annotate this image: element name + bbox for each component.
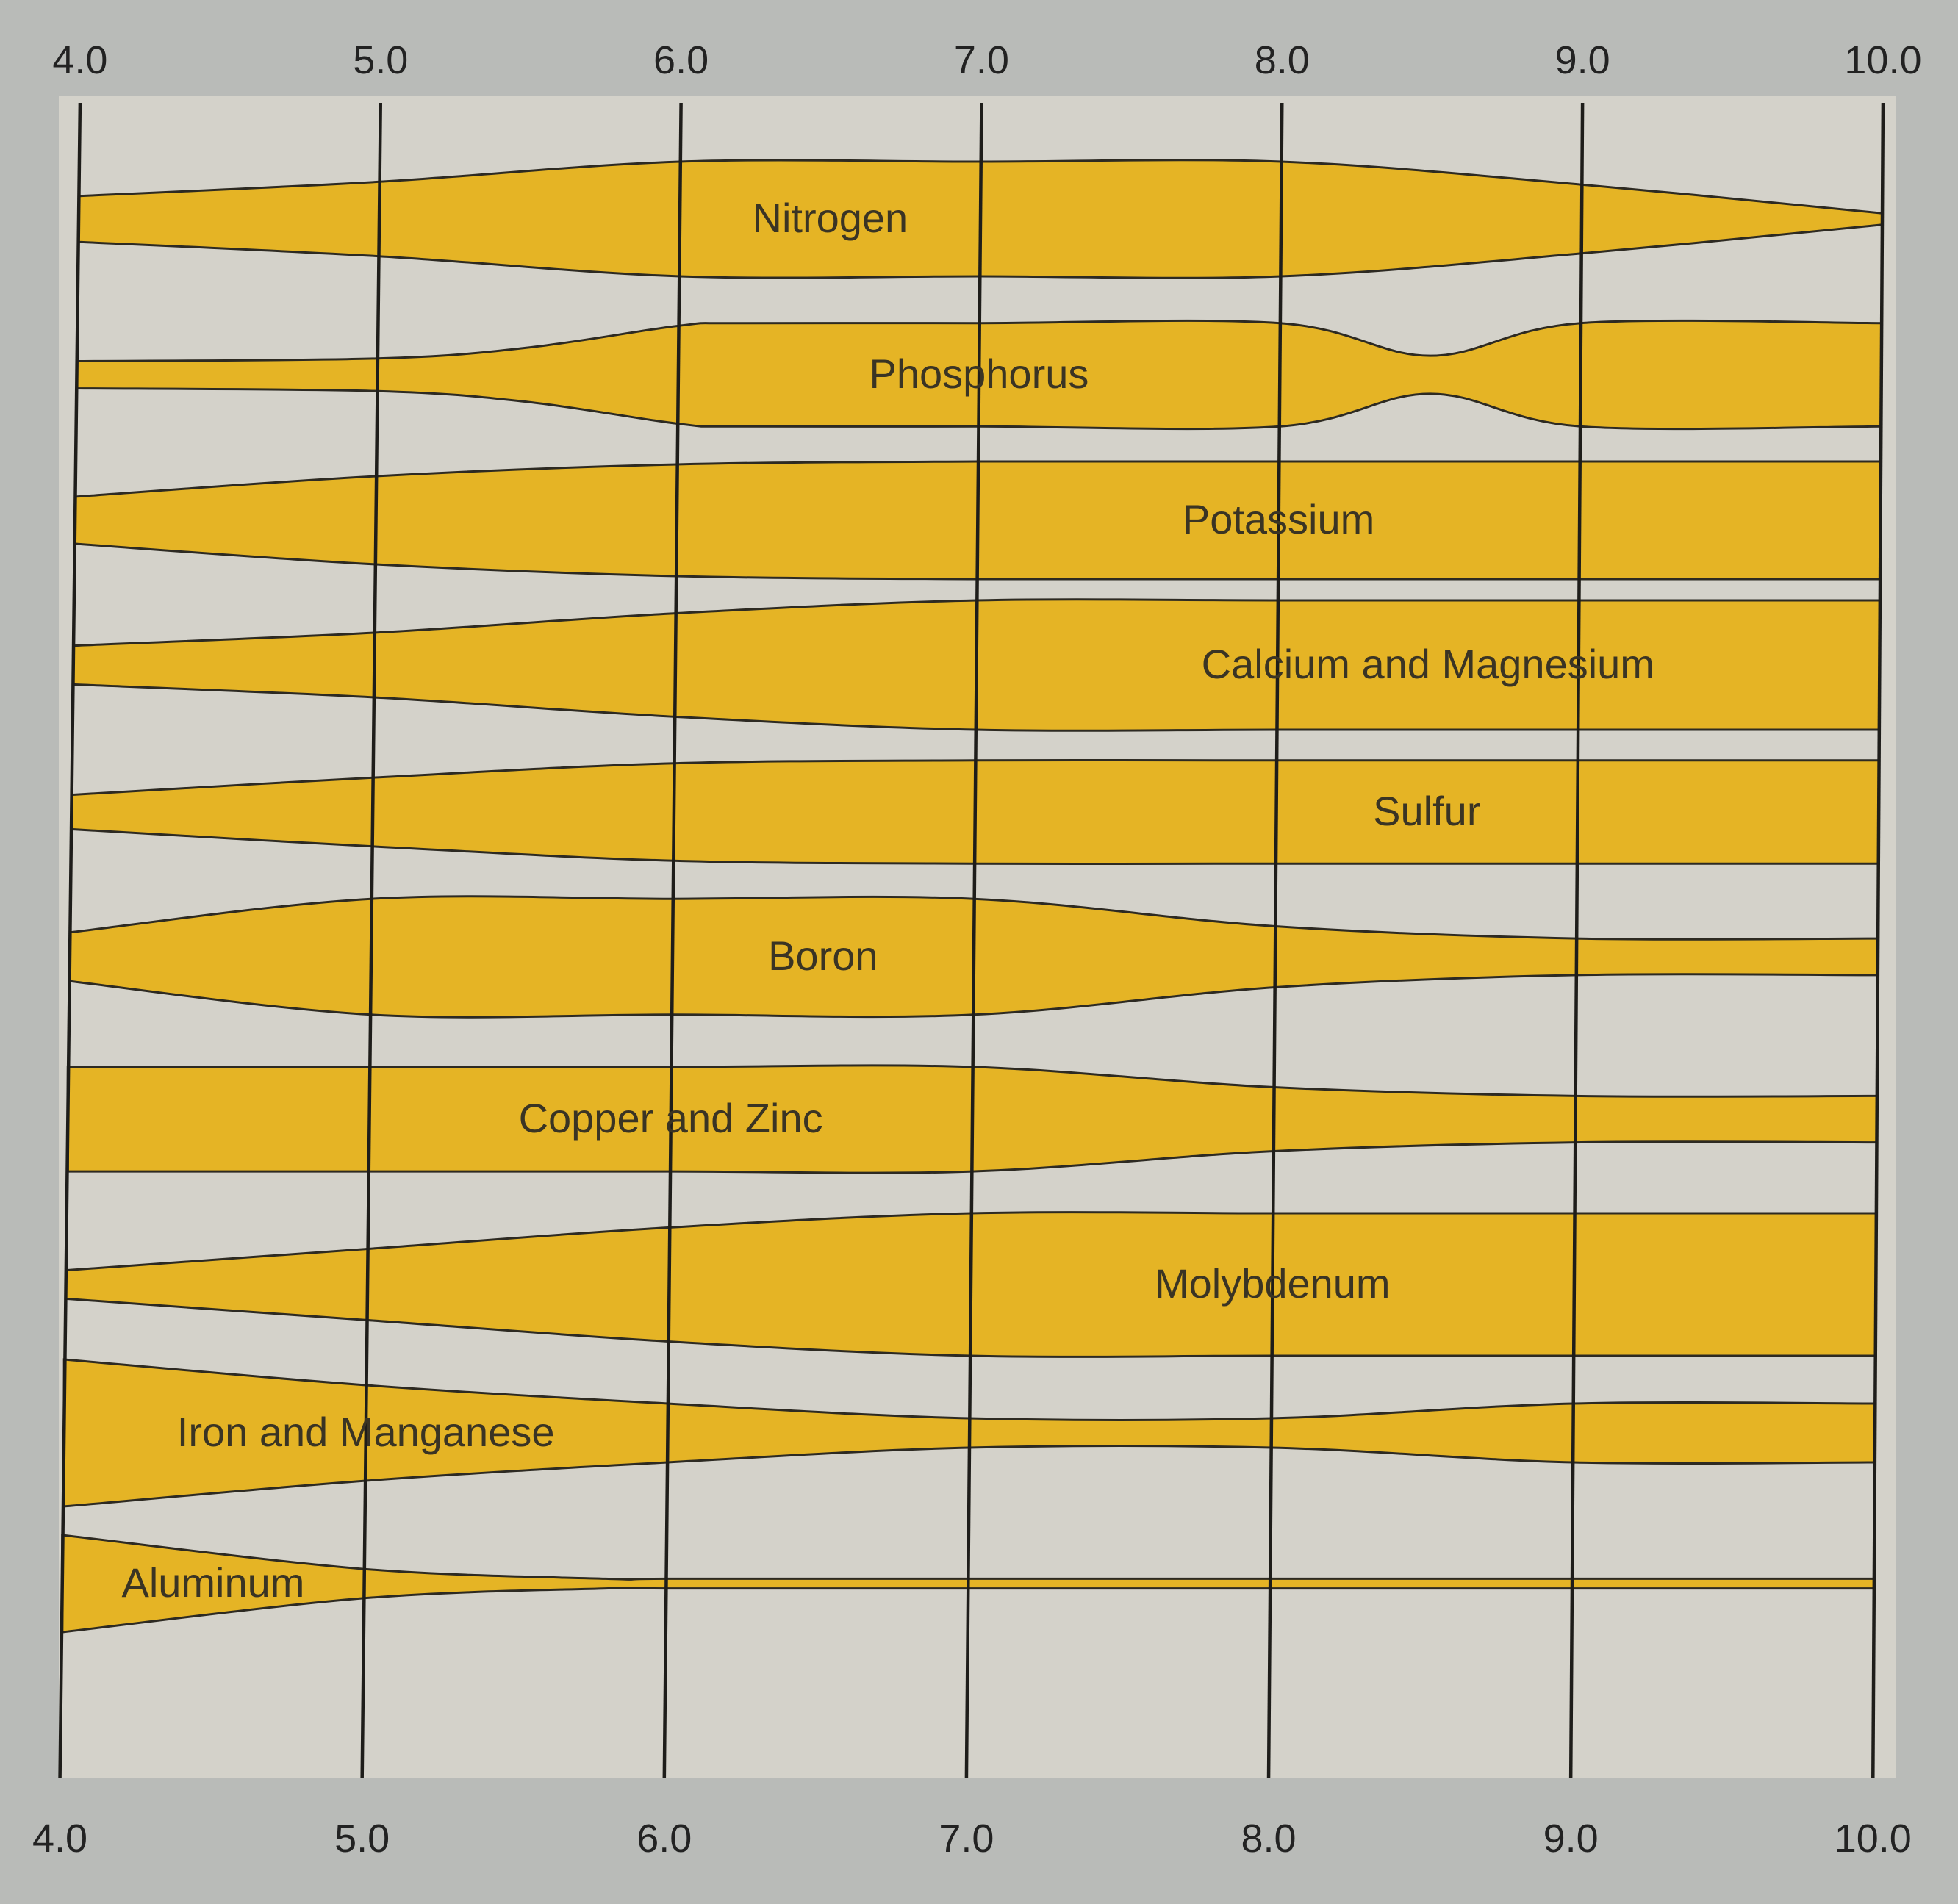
- top-tick-label: 4.0: [52, 38, 107, 82]
- label-aluminum: Aluminum: [121, 1559, 304, 1606]
- bottom-tick-label: 9.0: [1543, 1817, 1599, 1861]
- top-tick-label: 8.0: [1255, 38, 1310, 82]
- grid-line-ph-4.0: [58, 102, 82, 1779]
- grid-line-ph-10.0: [1871, 102, 1885, 1779]
- top-tick-label: 7.0: [954, 38, 1009, 82]
- top-tick-label: 5.0: [353, 38, 408, 82]
- label-molybdenum: Molybdenum: [1155, 1260, 1391, 1307]
- top-tick-label: 10.0: [1844, 38, 1921, 82]
- bottom-tick-label: 10.0: [1835, 1817, 1912, 1861]
- grid-line-ph-6.0: [662, 102, 683, 1779]
- label-boron: Boron: [768, 933, 878, 979]
- label-iron-and-manganese: Iron and Manganese: [177, 1409, 555, 1455]
- bottom-tick-label: 6.0: [636, 1817, 692, 1861]
- grid-line-ph-9.0: [1568, 102, 1585, 1779]
- grid-line-ph-7.0: [964, 102, 983, 1779]
- grid-line-ph-8.0: [1266, 102, 1284, 1779]
- bottom-tick-label: 5.0: [334, 1817, 390, 1861]
- bottom-tick-label: 4.0: [32, 1817, 87, 1861]
- label-sulfur: Sulfur: [1373, 788, 1480, 834]
- grid-line-ph-5.0: [360, 102, 383, 1779]
- label-calcium-and-magnesium: Calcium and Magnesium: [1202, 641, 1654, 687]
- top-tick-label: 6.0: [653, 38, 709, 82]
- label-copper-and-zinc: Copper and Zinc: [519, 1095, 823, 1141]
- bottom-tick-label: 7.0: [939, 1817, 994, 1861]
- label-phosphorus: Phosphorus: [869, 351, 1089, 397]
- top-tick-label: 9.0: [1555, 38, 1610, 82]
- label-nitrogen: Nitrogen: [753, 195, 908, 241]
- label-potassium: Potassium: [1183, 496, 1374, 542]
- bottom-tick-label: 8.0: [1241, 1817, 1297, 1861]
